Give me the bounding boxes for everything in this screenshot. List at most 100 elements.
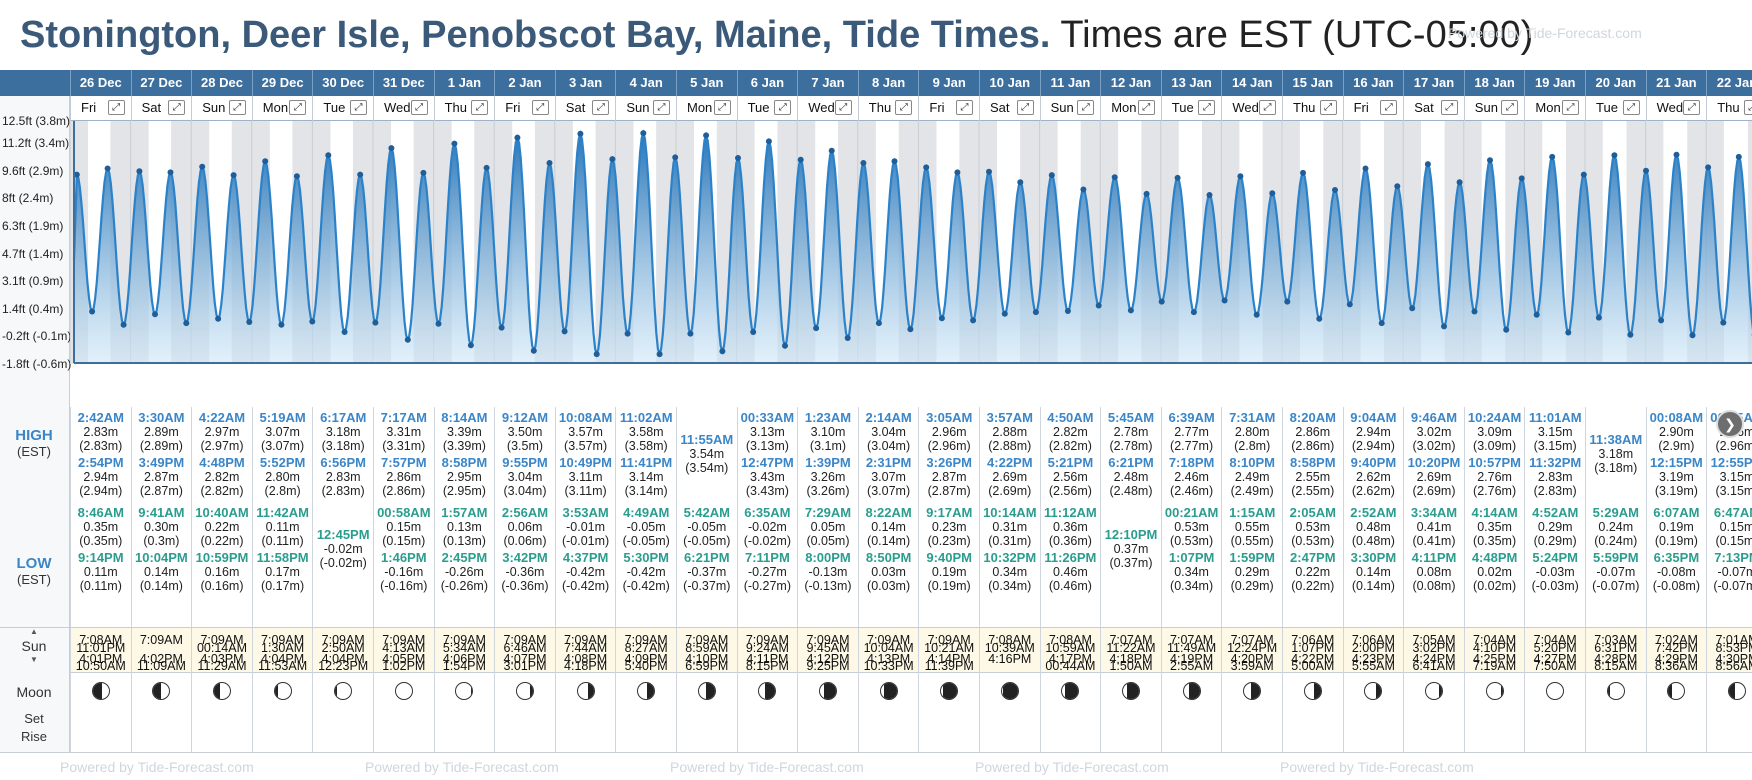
low-tide-time: 9:41AM: [138, 505, 185, 520]
expand-icon[interactable]: ⤢: [1016, 100, 1034, 115]
expand-icon[interactable]: ⤢: [955, 100, 973, 115]
expand-icon[interactable]: ⤢: [834, 100, 852, 115]
day-column: 11:38AM 3.18m (3.18m) 5:29AM 0.24m (0.24m) 5:5…: [1585, 407, 1646, 780]
tide-extreme-point: [593, 351, 600, 358]
expand-icon[interactable]: ⤢: [1440, 100, 1458, 115]
expand-icon[interactable]: ⤢: [1137, 100, 1155, 115]
low-tide-time: 11:12AM: [1044, 505, 1097, 520]
tide-extreme-point: [577, 130, 584, 137]
expand-icon[interactable]: ⤢: [168, 100, 186, 115]
weekday-label: Wed: [384, 100, 411, 115]
expand-icon[interactable]: ⤢: [1622, 100, 1640, 115]
high-tide-entry: 11:55AM 3.54m (3.54m): [677, 433, 737, 476]
expand-icon[interactable]: ⤢: [228, 100, 246, 115]
tide-extreme-point: [1471, 308, 1478, 315]
expand-icon[interactable]: ⤢: [1501, 100, 1519, 115]
expand-icon[interactable]: ⤢: [1380, 100, 1398, 115]
high-tide-entry: 3:05AM 2.96m (2.96m): [919, 411, 979, 454]
date-cell: 26 Dec: [70, 70, 131, 96]
low-tide-paren: (-0.16m): [380, 579, 428, 593]
low-tide-entry: 3:42PM -0.36m (-0.36m): [495, 551, 555, 594]
high-tide-time: 5:45AM: [1107, 410, 1155, 425]
high-tide-paren: (2.94m): [1351, 439, 1395, 453]
tide-extreme-point: [388, 145, 395, 152]
high-tide-entry: 2:54PM 2.94m (2.94m): [71, 456, 131, 499]
y-axis-label: 4.7ft (1.4m): [2, 246, 64, 261]
high-tide-ft: 3.19m: [1659, 470, 1694, 484]
tide-extreme-point: [199, 163, 206, 170]
high-est-label: (EST): [17, 444, 51, 459]
high-tide-time: 10:20PM: [1407, 455, 1461, 470]
high-tide-time: 11:02AM: [619, 410, 673, 425]
tide-extreme-point: [1316, 315, 1323, 322]
expand-icon[interactable]: ⤢: [774, 100, 792, 115]
sunset-time: 4:04PM: [261, 652, 305, 666]
moon-set-time: 6:46AM: [503, 641, 547, 655]
expand-icon[interactable]: ⤢: [1561, 100, 1579, 115]
expand-icon[interactable]: ⤢: [1077, 100, 1095, 115]
expand-icon[interactable]: ⤢: [1319, 100, 1337, 115]
expand-icon[interactable]: ⤢: [652, 100, 670, 115]
y-axis-label: 1.4ft (0.4m): [2, 301, 64, 316]
high-tide-entry: 00:33AM 3.13m (3.13m): [738, 411, 798, 454]
low-tide-time: 8:00PM: [805, 550, 851, 565]
low-tide-ft: -0.42m: [566, 565, 606, 579]
expand-icon[interactable]: ⤢: [1258, 100, 1276, 115]
tide-extreme-point: [844, 335, 851, 341]
high-tide-time: 6:39AM: [1168, 410, 1215, 425]
high-tide-entry: 10:49PM 3.11m (3.11m): [556, 456, 616, 499]
moon-rise-time: 11:29AM: [197, 659, 247, 673]
tide-extreme-point: [1643, 167, 1649, 174]
low-tide-time: 10:40AM: [195, 505, 249, 520]
high-tide-ft: 3.07m: [265, 425, 300, 439]
high-tide-time: 12:47PM: [741, 455, 794, 470]
tide-extreme-point: [782, 342, 788, 349]
tide-extreme-point: [1720, 319, 1727, 326]
expand-icon[interactable]: ⤢: [1198, 100, 1216, 115]
expand-icon[interactable]: ⤢: [895, 100, 913, 115]
expand-icon[interactable]: ⤢: [1743, 100, 1752, 115]
expand-icon[interactable]: ⤢: [713, 100, 731, 115]
weekday-cell: Fri ⤢: [1342, 96, 1404, 121]
weekday-cell: Thu⤢: [1282, 96, 1343, 121]
expand-icon[interactable]: ⤢: [1683, 100, 1701, 115]
low-tide-entry: 5:24PM -0.03m (-0.03m): [1525, 551, 1585, 594]
expand-icon[interactable]: ⤢: [410, 100, 428, 115]
tide-extreme-point: [278, 321, 285, 328]
high-tide-time: 4:50AM: [1047, 410, 1094, 425]
expand-icon[interactable]: ⤢: [592, 100, 610, 115]
low-tide-paren: (0.17m): [261, 579, 305, 593]
high-tide-entry: 11:38AM 3.18m (3.18m): [1586, 433, 1646, 476]
low-tide-paren: (0.16m): [200, 579, 244, 593]
high-tide-entry: 5:21PM 2.56m (2.56m): [1041, 455, 1101, 499]
expand-icon[interactable]: ⤢: [471, 100, 489, 115]
low-tide-ft: 0.30m: [144, 520, 179, 534]
sunrise-time: 7:03AM: [1594, 633, 1638, 647]
low-tide-paren: (-0.01m): [561, 534, 610, 548]
high-tide-time: 9:12AM: [501, 410, 549, 425]
sun-cell: 7:09AM 4:10PM: [677, 627, 737, 673]
tide-extreme-point: [1332, 187, 1338, 193]
low-tide-ft: 0.53m: [1295, 520, 1331, 534]
weekday-cell: Sun ⤢: [191, 96, 252, 121]
low-tide-entry: 2:05AM 0.53m (0.53m): [1283, 506, 1343, 549]
expand-icon[interactable]: ⤢: [107, 100, 125, 115]
day-column: 11:02AM 3.58m (3.58m) 11:41PM 3.14m (3.14m) 4:…: [615, 407, 676, 780]
expand-icon[interactable]: ⤢: [289, 100, 307, 115]
sunrise-time: 7:08AM: [988, 633, 1032, 647]
high-tide-time: 5:21PM: [1047, 455, 1094, 470]
low-tide-entry: 4:14AM 0.35m (0.35m): [1465, 506, 1525, 549]
low-tide-entry: 2:45PM -0.26m (-0.26m): [435, 551, 495, 594]
high-tide-ft: 2.76m: [1477, 470, 1512, 484]
moon-rise-time: 3:01PM: [503, 659, 547, 673]
date-cell: 17 Jan: [1403, 70, 1464, 96]
high-tide-entry: 2:14AM 3.04m (3.04m): [859, 411, 919, 454]
date-cell: 10 Jan: [979, 70, 1040, 96]
chevron-right-icon[interactable]: ❯: [1716, 410, 1744, 438]
expand-icon[interactable]: ⤢: [531, 100, 549, 115]
expand-icon[interactable]: ⤢: [349, 100, 367, 115]
date-cell: 16 Jan: [1342, 70, 1404, 96]
moon-phase-icon: [697, 682, 716, 700]
high-tide-ft: 3.31m: [386, 425, 422, 439]
high-tide-ft: 2.90m: [1659, 425, 1694, 439]
